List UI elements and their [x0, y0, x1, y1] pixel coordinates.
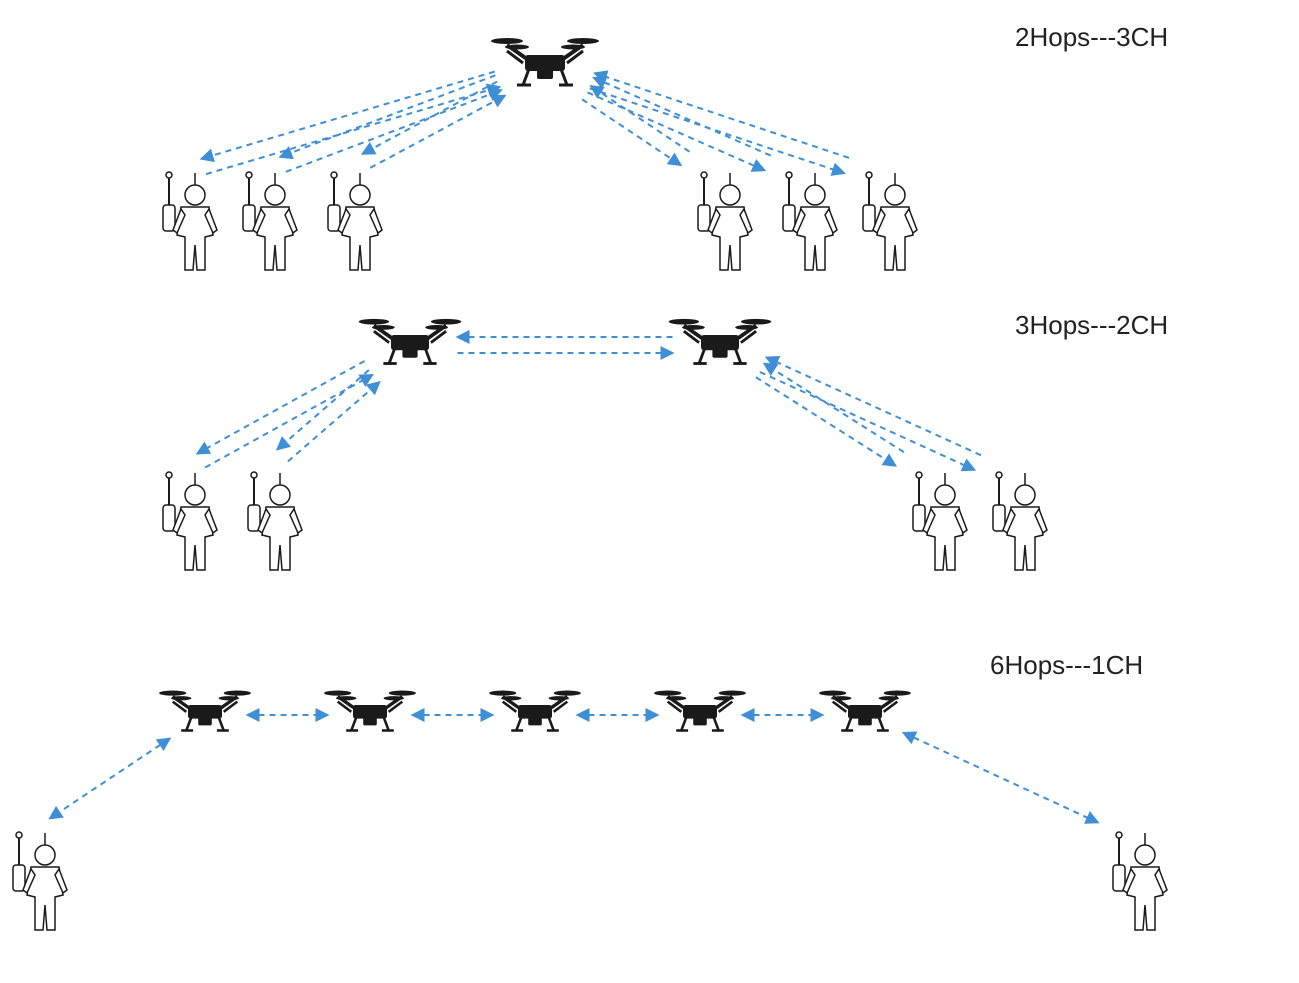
person-with-radio-icon	[163, 472, 217, 570]
link-line	[201, 72, 494, 159]
link-line	[363, 82, 498, 154]
link-line	[594, 78, 771, 156]
drone-icon	[654, 691, 746, 731]
link-line	[205, 375, 372, 467]
person-node	[328, 172, 382, 270]
person-node	[163, 472, 217, 570]
drone-icon	[819, 691, 911, 731]
link-line	[50, 739, 170, 819]
person-with-radio-icon	[13, 832, 67, 930]
person-with-radio-icon	[993, 472, 1047, 570]
drone-icon	[669, 319, 772, 364]
drone-node	[359, 319, 462, 364]
person-node	[863, 172, 917, 270]
section-label-6hops: 6Hops---1CH	[990, 650, 1143, 681]
person-node	[1113, 832, 1167, 930]
person-with-radio-icon	[243, 172, 297, 270]
drone-icon	[359, 319, 462, 364]
diagram-canvas	[0, 0, 1299, 983]
person-with-radio-icon	[163, 172, 217, 270]
link-line	[760, 372, 974, 470]
link-line	[288, 382, 379, 461]
person-node	[913, 472, 967, 570]
drone-node	[669, 319, 772, 364]
link-line	[588, 92, 765, 170]
link-line	[756, 377, 896, 465]
drone-icon	[489, 691, 581, 731]
drone-node	[489, 691, 581, 731]
link-line	[591, 86, 689, 152]
drone-node	[819, 691, 911, 731]
person-with-radio-icon	[863, 172, 917, 270]
person-node	[993, 472, 1047, 570]
link-line	[595, 73, 849, 158]
person-with-radio-icon	[1113, 832, 1167, 930]
person-node	[698, 172, 752, 270]
section-label-3hops: 3Hops---2CH	[1015, 310, 1168, 341]
section-label-2hops: 2Hops---3CH	[1015, 22, 1168, 53]
person-node	[248, 472, 302, 570]
link-line	[277, 370, 368, 449]
drone-node	[654, 691, 746, 731]
person-node	[783, 172, 837, 270]
person-with-radio-icon	[248, 472, 302, 570]
link-line	[904, 733, 1098, 823]
person-node	[13, 832, 67, 930]
person-node	[163, 172, 217, 270]
drone-node	[159, 691, 251, 731]
link-line	[280, 75, 495, 157]
link-line	[206, 87, 499, 174]
drone-node	[324, 691, 416, 731]
link-line	[286, 90, 501, 172]
drone-icon	[159, 691, 251, 731]
drone-icon	[324, 691, 416, 731]
person-node	[243, 172, 297, 270]
link-line	[197, 361, 364, 453]
link-line	[764, 364, 904, 452]
person-with-radio-icon	[913, 472, 967, 570]
drone-icon	[491, 38, 599, 85]
person-with-radio-icon	[783, 172, 837, 270]
person-with-radio-icon	[328, 172, 382, 270]
link-line	[767, 357, 981, 455]
drone-node	[491, 38, 599, 85]
person-with-radio-icon	[698, 172, 752, 270]
